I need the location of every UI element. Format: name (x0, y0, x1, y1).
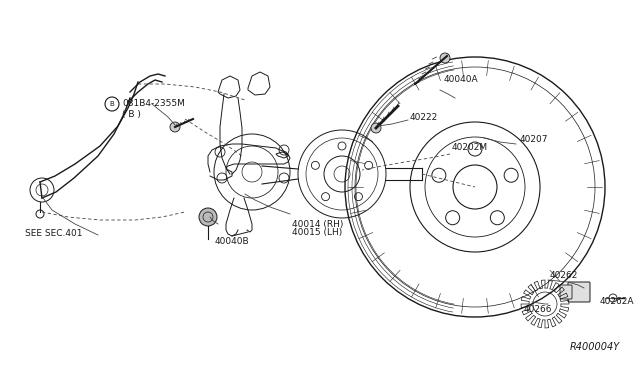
Circle shape (371, 123, 381, 133)
Text: 40040A: 40040A (444, 74, 479, 83)
Text: 40015 (LH): 40015 (LH) (292, 228, 342, 237)
Circle shape (199, 208, 217, 226)
FancyBboxPatch shape (560, 285, 572, 299)
Text: 40262: 40262 (550, 270, 579, 279)
Text: 081B4-2355M: 081B4-2355M (122, 99, 185, 109)
Text: 40040B: 40040B (215, 237, 250, 247)
Text: 40222: 40222 (410, 112, 438, 122)
Text: 40202M: 40202M (452, 144, 488, 153)
Text: R400004Y: R400004Y (570, 342, 620, 352)
Text: SEE SEC.401: SEE SEC.401 (25, 230, 83, 238)
Text: 40014 (RH): 40014 (RH) (292, 219, 344, 228)
Text: B: B (109, 101, 115, 107)
Text: 40207: 40207 (520, 135, 548, 144)
Text: ( B ): ( B ) (122, 109, 141, 119)
Text: 40266: 40266 (524, 305, 552, 314)
Text: 40262A: 40262A (600, 298, 634, 307)
Circle shape (440, 53, 450, 63)
FancyBboxPatch shape (568, 282, 590, 302)
Circle shape (170, 122, 180, 132)
